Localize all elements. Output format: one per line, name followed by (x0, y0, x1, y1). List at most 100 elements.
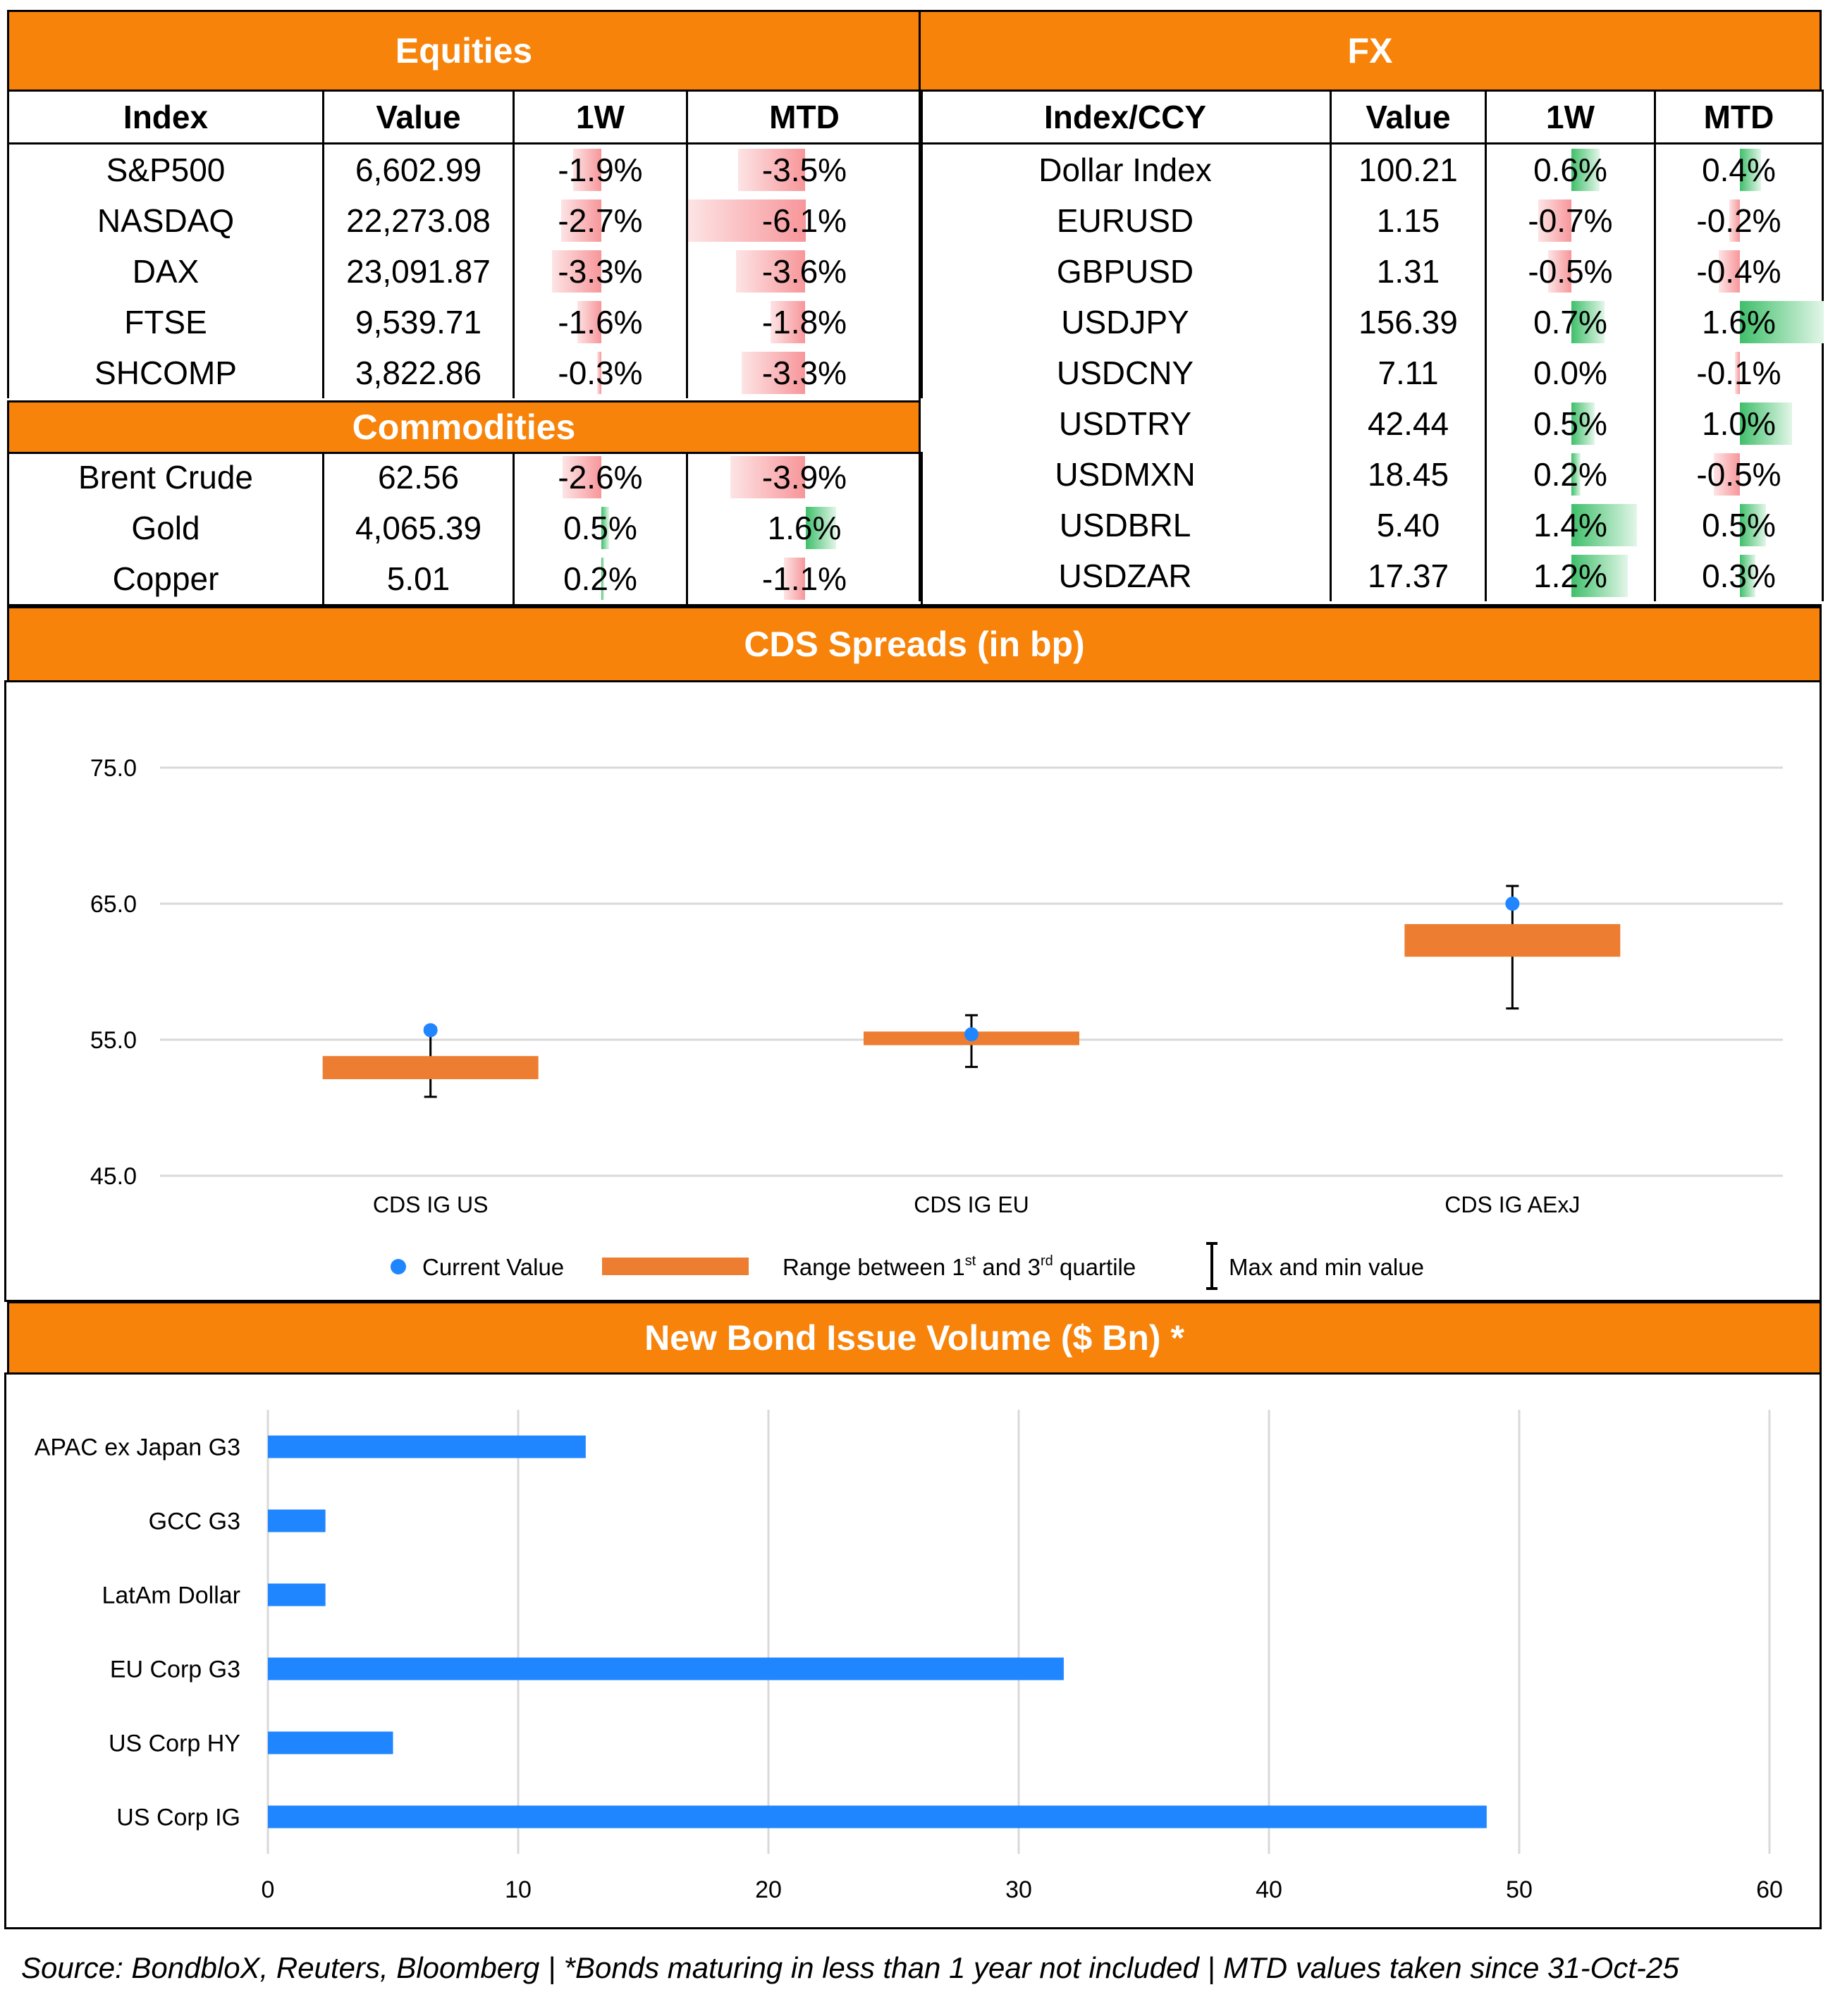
commodities-table: Brent Crude 62.56 -2.6% -3.9% Gold 4,065.39 0.… (7, 452, 923, 604)
fx-1w-text: 0.6% (1533, 152, 1607, 188)
equity-index-cell: S&P500 (7, 143, 324, 195)
fx-mtd-cell: -0.1% (1654, 348, 1824, 398)
legend-current-label: Current Value (422, 1254, 564, 1280)
equity-index-cell: DAX (7, 246, 324, 297)
negative-databar (736, 250, 806, 293)
equity-row: NASDAQ 22,273.08 -2.7% -6.1% (7, 195, 923, 246)
equity-row: DAX 23,091.87 -3.3% -3.6% (7, 246, 923, 297)
legend-range-part: Range between 1 (783, 1254, 965, 1280)
fx-1w-text: 1.4% (1533, 507, 1607, 543)
fx-value-cell: 42.44 (1330, 398, 1487, 449)
fx-index-text: GBPUSD (1056, 253, 1194, 290)
commodity-index-cell: Copper (7, 553, 324, 604)
legend-range-part: st (965, 1253, 976, 1269)
bonds-header: New Bond Issue Volume ($ Bn) * (7, 1301, 1822, 1375)
bond-volume-bar (268, 1657, 1064, 1680)
fx-1w-cell: -0.5% (1485, 246, 1656, 297)
equity-index-cell: NASDAQ (7, 195, 324, 246)
fx-index-text: USDBRL (1059, 507, 1191, 543)
fx-index-text: USDCNY (1056, 355, 1194, 391)
fx-mtd-cell: 0.5% (1654, 500, 1824, 551)
fx-value-text: 5.40 (1376, 507, 1440, 543)
positive-databar (601, 507, 609, 549)
commodity-mtd-text: 1.6% (767, 510, 842, 546)
commodity-index-cell: Brent Crude (7, 452, 324, 503)
x-tick-label: 10 (505, 1876, 532, 1903)
commodity-1w-cell: 0.5% (513, 503, 688, 553)
fx-mtd-cell: 0.4% (1654, 143, 1824, 195)
negative-databar (1547, 250, 1571, 293)
fx-1w-text: 0.2% (1533, 456, 1607, 493)
positive-databar (1740, 504, 1767, 546)
x-tick-label: 30 (1005, 1876, 1032, 1903)
x-tick-label: 60 (1756, 1876, 1783, 1903)
current-value-point (964, 1027, 979, 1042)
fx-1w-text: -0.7% (1528, 202, 1613, 239)
fx-value-cell: 1.31 (1330, 246, 1487, 297)
fx-col-header-mtd: MTD (1654, 90, 1824, 145)
fx-row: Dollar Index 100.21 0.6% 0.4% (919, 143, 1824, 195)
fx-row: USDJPY 156.39 0.7% 1.6% (919, 297, 1824, 348)
negative-databar (596, 352, 601, 394)
fx-mtd-cell: -0.4% (1654, 246, 1824, 297)
negative-databar (737, 149, 806, 191)
legend-range-part: and 3 (976, 1254, 1041, 1280)
equity-index-text: DAX (132, 253, 200, 290)
commodity-index-cell: Gold (7, 503, 324, 553)
legend-range-label: Range between 1st and 3rd quartile (783, 1253, 1136, 1280)
equities-header: Equities (7, 10, 921, 92)
commodity-mtd-text: -1.1% (761, 560, 847, 597)
negative-databar (1538, 199, 1571, 242)
fx-mtd-cell: 1.6% (1654, 297, 1824, 348)
equity-1w-cell: -0.3% (513, 348, 688, 398)
fx-header: FX (919, 10, 1822, 92)
negative-databar (742, 352, 806, 394)
fx-mtd-cell: -0.5% (1654, 449, 1824, 500)
fx-header-row: Index/CCY Value 1W MTD (919, 90, 1824, 145)
fx-1w-text: 1.2% (1533, 558, 1607, 594)
fx-1w-cell: 0.5% (1485, 398, 1656, 449)
negative-databar (560, 199, 601, 242)
positive-databar (1571, 402, 1595, 445)
fx-value-text: 18.45 (1367, 456, 1449, 493)
positive-databar (1740, 555, 1756, 597)
fx-1w-text: 0.7% (1533, 304, 1607, 340)
negative-databar (1713, 453, 1740, 496)
equity-row: FTSE 9,539.71 -1.6% -1.8% (7, 297, 923, 348)
equity-mtd-cell: -6.1% (686, 195, 923, 246)
fx-1w-cell: 0.7% (1485, 297, 1656, 348)
fx-value-text: 7.11 (1378, 355, 1439, 391)
commodity-index-text: Brent Crude (78, 459, 253, 496)
fx-title: FX (1347, 31, 1393, 70)
fx-col-header-index: Index/CCY (919, 90, 1332, 145)
equity-mtd-cell: -1.8% (686, 297, 923, 348)
positive-databar (601, 558, 605, 600)
fx-1w-cell: 1.2% (1485, 551, 1656, 601)
fx-row: USDMXN 18.45 0.2% -0.5% (919, 449, 1824, 500)
fx-row: USDZAR 17.37 1.2% 0.3% (919, 551, 1824, 601)
equity-mtd-cell: -3.6% (686, 246, 923, 297)
x-tick-label: 50 (1506, 1876, 1533, 1903)
equity-row: SHCOMP 3,822.86 -0.3% -3.3% (7, 348, 923, 398)
fx-mtd-text: 0.5% (1702, 507, 1776, 543)
fx-index-cell: USDMXN (919, 449, 1332, 500)
fx-value-text: 1.31 (1376, 253, 1440, 290)
equity-value-text: 22,273.08 (346, 202, 491, 239)
fx-1w-text: -0.5% (1528, 253, 1613, 290)
commodity-1w-text: 0.2% (563, 560, 637, 597)
fx-index-cell: USDCNY (919, 348, 1332, 398)
fx-mtd-cell: -0.2% (1654, 195, 1824, 246)
x-category-label: CDS IG EU (914, 1192, 1029, 1217)
fx-mtd-text: 1.0% (1702, 405, 1776, 442)
fx-index-cell: EURUSD (919, 195, 1332, 246)
equity-value-cell: 6,602.99 (322, 143, 515, 195)
negative-databar (572, 149, 601, 191)
quartile-box (1404, 923, 1621, 957)
commodity-row: Gold 4,065.39 0.5% 1.6% (7, 503, 923, 553)
equity-mtd-text: -1.8% (761, 304, 847, 340)
x-category-label: CDS IG US (373, 1192, 489, 1217)
fx-value-text: 17.37 (1367, 558, 1449, 594)
fx-1w-cell: 0.0% (1485, 348, 1656, 398)
current-value-point (1505, 897, 1520, 911)
fx-value-cell: 100.21 (1330, 143, 1487, 195)
